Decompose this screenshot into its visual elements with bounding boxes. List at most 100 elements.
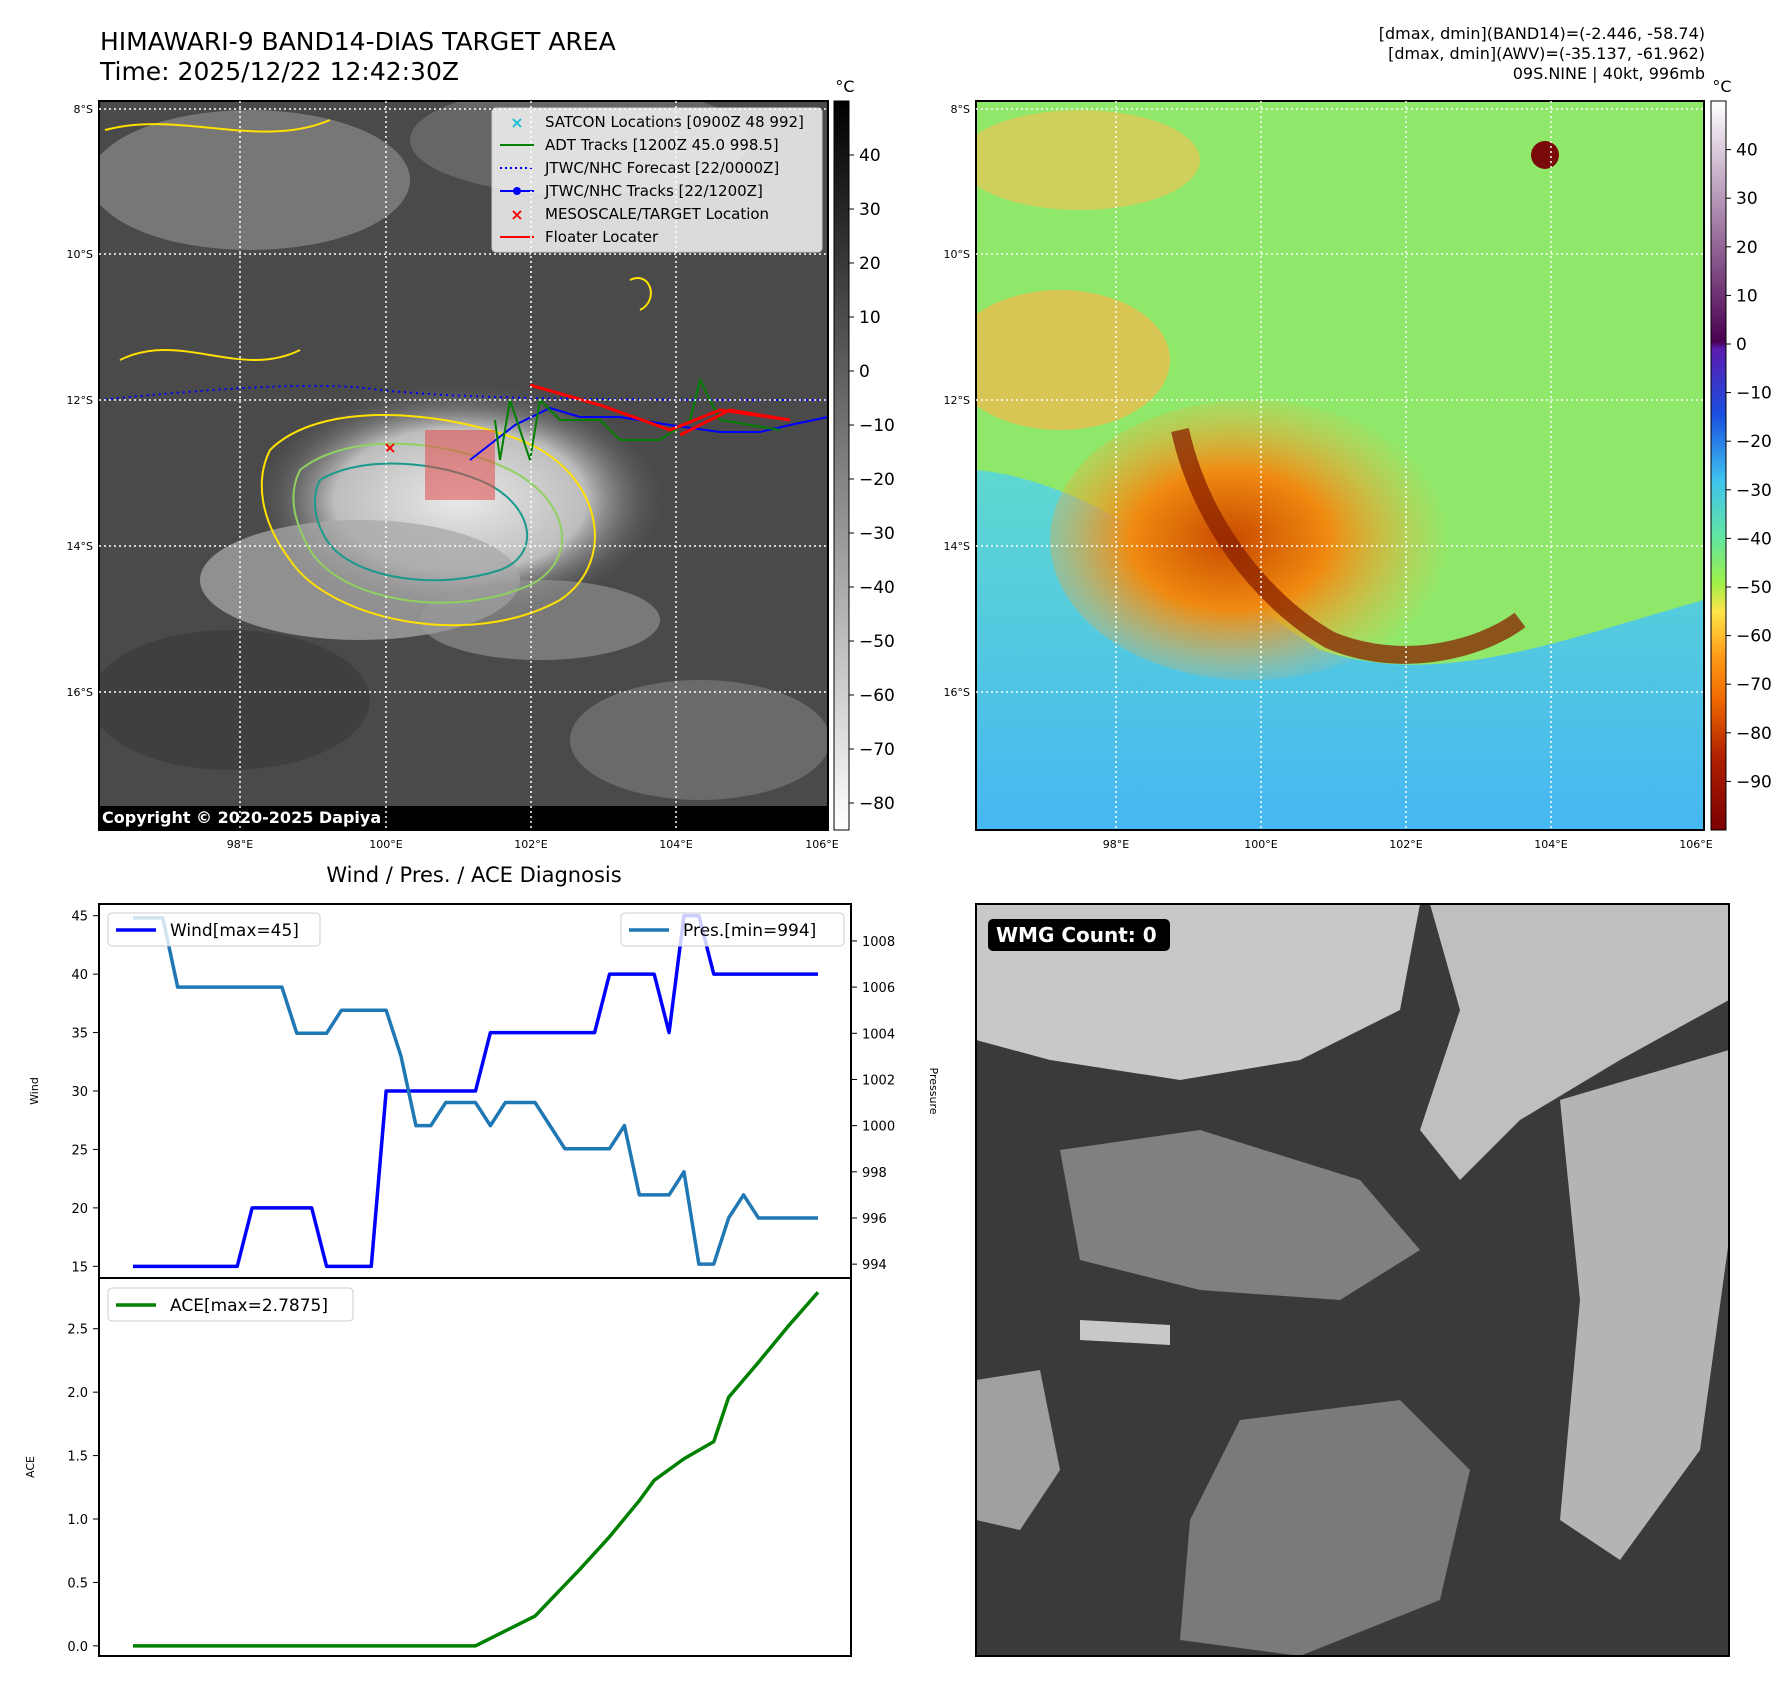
colorbar-tick-label: −40	[859, 578, 895, 598]
ace-axes-frame	[98, 1277, 852, 1657]
title-line-1: HIMAWARI-9 BAND14-DIAS TARGET AREA	[100, 27, 616, 56]
wmg-region-light	[1420, 904, 1729, 1180]
legend-marker: ×	[510, 113, 523, 132]
colorbar-tick-label: −10	[1736, 384, 1772, 404]
lat-tick-label: 12°S	[67, 394, 93, 407]
pressure-tick-label: 1000	[862, 1120, 895, 1135]
colorbar-tick-label: −10	[859, 416, 895, 436]
floater-locater	[529, 383, 791, 437]
wmg-region-light	[976, 1370, 1060, 1530]
colorbar-tick-label: −30	[1736, 481, 1772, 501]
wmg-count-label: WMG Count: 0	[996, 923, 1157, 947]
lon-tick-label: 106°E	[1679, 838, 1712, 851]
wmg-region-mid	[1180, 1400, 1470, 1656]
lon-tick-label: 98°E	[227, 838, 253, 851]
colorbar-tick-label: 0	[859, 362, 870, 382]
wind-axis-label: Wind	[28, 1077, 41, 1105]
ir-contour-yellow	[260, 414, 596, 627]
pressure-tick-label: 1008	[862, 935, 895, 950]
awv-dry-spot	[1531, 141, 1559, 169]
legend-marker: ×	[510, 205, 523, 224]
info-line-2: [dmax, dmin](AWV)=(-35.137, -61.962)	[1388, 44, 1705, 63]
colorbar-tick-label: −80	[1736, 724, 1772, 744]
colorbar-tick-label: 20	[1736, 238, 1758, 258]
pressure-tick-label: 994	[862, 1258, 887, 1273]
info-line-3: 09S.NINE | 40kt, 996mb	[1513, 64, 1705, 83]
ir-colorbar-unit: °C	[835, 77, 854, 96]
wind-tick-label: 15	[71, 1260, 88, 1275]
ir-contour-teal	[313, 462, 528, 582]
lon-tick-label: 100°E	[1244, 838, 1277, 851]
wmg-region-light	[1080, 1320, 1170, 1345]
awv-colorbar: °C 40 30 20 10 0 −10 −20 −30 −40 −50 −60 −70 −80 −90	[1710, 77, 1772, 831]
copyright-band	[99, 806, 828, 830]
ir-cloud	[99, 110, 410, 250]
legend-label: MESOSCALE/TARGET Location	[545, 205, 769, 223]
ace-tick-label: 1.0	[67, 1513, 88, 1528]
wmg-panel: WMG Count: 0	[975, 903, 1730, 1657]
legend-label: SATCON Locations [0900Z 48 992]	[545, 113, 804, 131]
awv-map-panel	[975, 100, 1705, 831]
title-line-2: Time: 2025/12/22 12:42:30Z	[99, 57, 459, 86]
pressure-tick-label: 998	[862, 1166, 887, 1181]
awv-colorbar-unit: °C	[1712, 77, 1731, 96]
wind-pressure-chart: Wind Pressure 15 20 25 30 35 40 45 994 996 998 100…	[28, 903, 940, 1279]
colorbar-tick-label: −60	[859, 686, 895, 706]
lat-tick-label: 12°S	[944, 394, 970, 407]
ir-colorbar-gradient	[833, 100, 850, 831]
floater-box	[425, 430, 495, 500]
lon-tick-label: 104°E	[659, 838, 692, 851]
ir-map-panel: × Copyright © 2020-2025 Dapiya × SATCON L…	[98, 100, 829, 831]
pressure-series-line	[133, 916, 818, 1266]
lat-tick-label: 8°S	[74, 103, 93, 116]
lat-tick-label: 10°S	[67, 248, 93, 261]
colorbar-tick-label: 10	[859, 308, 881, 328]
awv-dry-band	[1171, 428, 1526, 664]
wmg-region-light	[1560, 1050, 1729, 1560]
colorbar-tick-label: −40	[1736, 529, 1772, 549]
pressure-axis-label: Pressure	[927, 1068, 940, 1115]
colorbar-tick-label: 10	[1736, 286, 1758, 306]
awv-dry-region	[976, 110, 1200, 210]
colorbar-tick-label: −20	[1736, 432, 1772, 452]
wind-legend-label: Wind[max=45]	[170, 921, 299, 941]
ir-map-frame	[98, 100, 829, 831]
copyright-text: Copyright © 2020-2025 Dapiya	[102, 808, 381, 827]
legend-label: JTWC/NHC Tracks [22/1200Z]	[544, 182, 763, 200]
ace-legend-box	[107, 1287, 354, 1322]
lon-tick-label: 106°E	[805, 838, 838, 851]
ace-series-line	[133, 1291, 820, 1648]
ir-clear-area	[99, 630, 370, 770]
legend-label: ADT Tracks [1200Z 45.0 998.5]	[545, 136, 779, 154]
colorbar-tick-label: −30	[859, 524, 895, 544]
colorbar-tick-label: 40	[1736, 141, 1758, 161]
legend: × SATCON Locations [0900Z 48 992] ADT Trac…	[491, 107, 823, 253]
wind-tick-label: 45	[71, 910, 88, 925]
awv-dry-region	[1050, 400, 1450, 680]
ace-chart: ACE 0.0 0.5 1.0 1.5 2.0 2.5 ACE[max=2.7875]	[24, 1277, 852, 1657]
lon-tick-label: 100°E	[369, 838, 402, 851]
ace-axis-label: ACE	[24, 1456, 37, 1478]
lat-tick-label: 16°S	[67, 686, 93, 699]
diagnosis-title: Wind / Pres. / ACE Diagnosis	[326, 863, 621, 887]
pressure-tick-label: 996	[862, 1212, 887, 1227]
wind-tick-label: 30	[71, 1085, 88, 1100]
colorbar-tick-label: −80	[859, 794, 895, 814]
ace-tick-label: 2.5	[67, 1323, 88, 1338]
pressure-legend-label: Pres.[min=994]	[683, 921, 816, 941]
ace-tick-label: 0.5	[67, 1576, 88, 1591]
colorbar-tick-label: −50	[1736, 578, 1772, 598]
wind-tick-label: 20	[71, 1202, 88, 1217]
wind-tick-label: 25	[71, 1143, 88, 1158]
ace-tick-label: 1.5	[67, 1450, 88, 1465]
legend-label: JTWC/NHC Forecast [22/0000Z]	[544, 159, 779, 177]
lat-tick-label: 8°S	[951, 103, 970, 116]
lon-tick-label: 98°E	[1103, 838, 1129, 851]
wmg-region-mid	[1060, 1130, 1420, 1300]
lat-tick-label: 10°S	[944, 248, 970, 261]
ace-tick-label: 0.0	[67, 1640, 88, 1655]
pressure-tick-label: 1006	[862, 981, 895, 996]
colorbar-tick-label: −70	[859, 740, 895, 760]
wind-tick-label: 40	[71, 968, 88, 983]
wind-legend-box	[107, 912, 321, 947]
